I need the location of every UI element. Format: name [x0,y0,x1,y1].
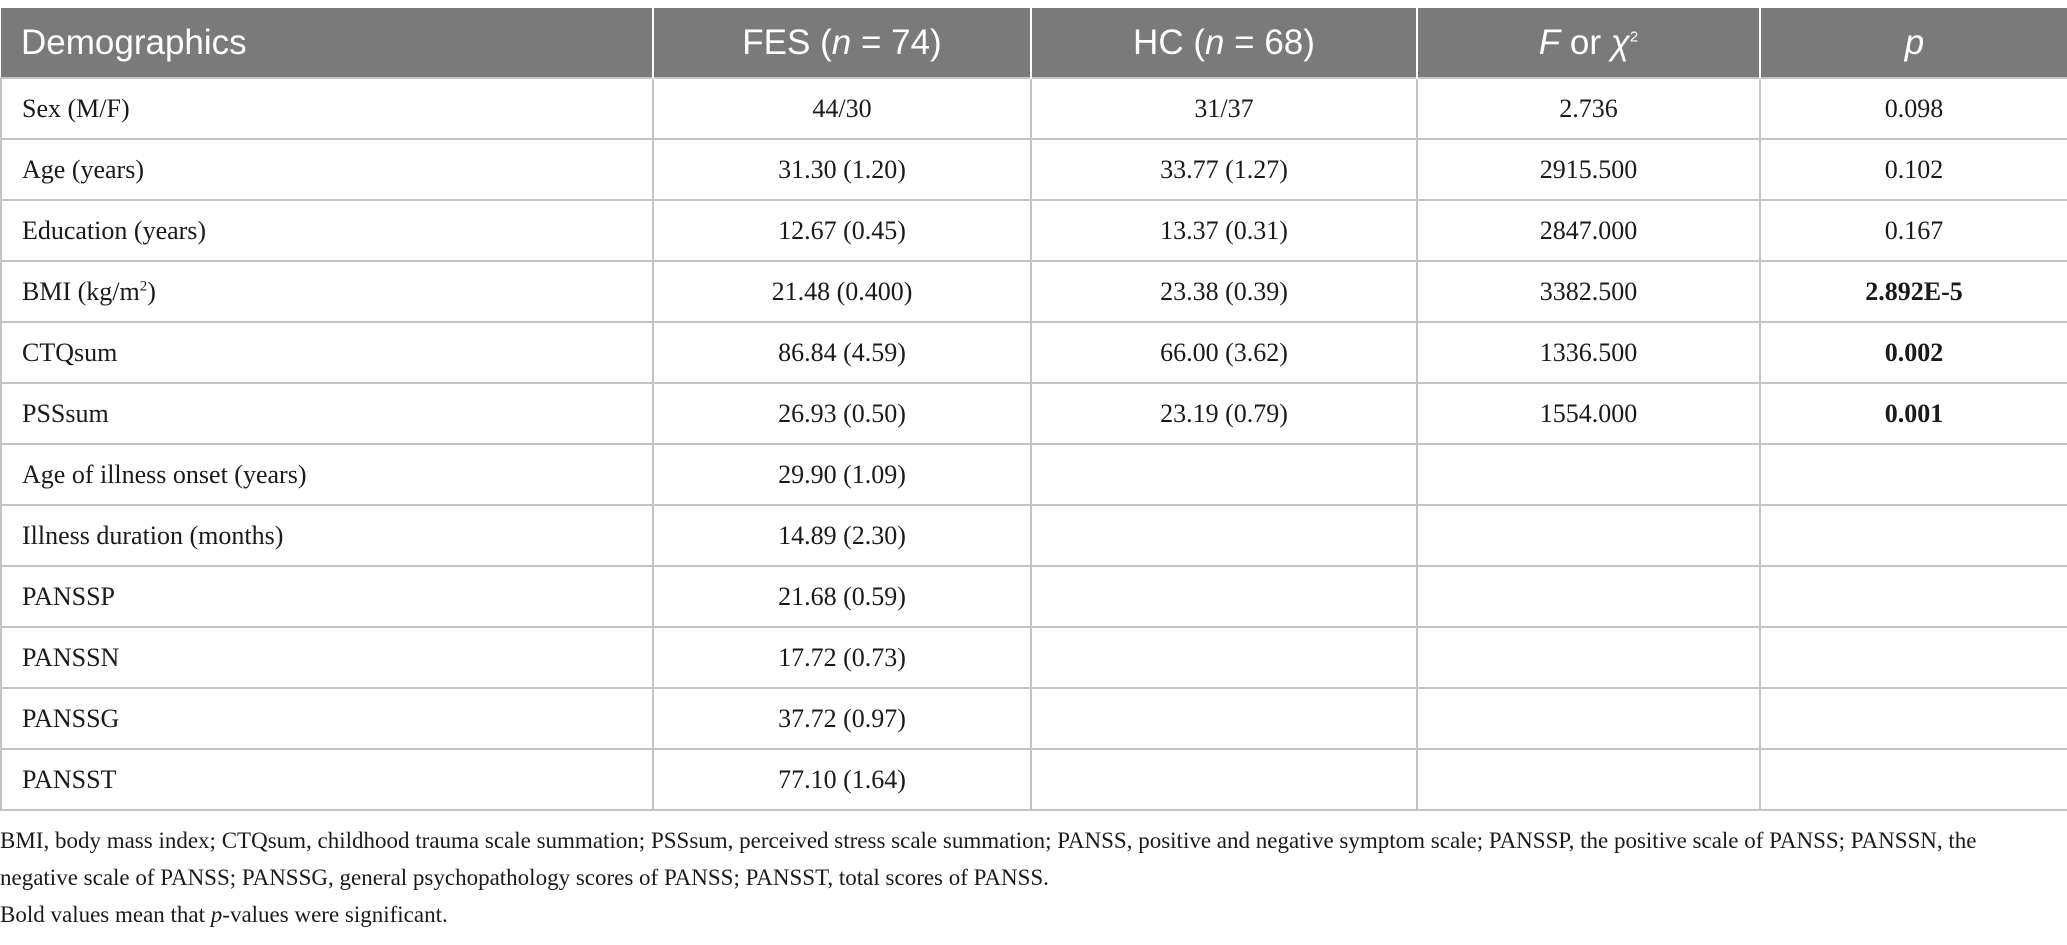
cell-variable: PANSSN [0,626,654,689]
header-hc: HC (n = 68) [1031,8,1418,78]
cell-statistic [1416,626,1761,689]
cell-hc [1030,443,1418,506]
cell-variable: PANSSG [0,687,654,750]
cell-statistic [1416,443,1761,506]
header-fes: FES (n = 74) [653,8,1032,78]
cell-variable: PSSsum [0,382,654,445]
table-row: PANSSP 21.68 (0.59) [0,565,2067,628]
header-demographics: Demographics [1,8,654,78]
cell-variable: Illness duration (months) [0,504,654,567]
table-row: PANSSN 17.72 (0.73) [0,626,2067,689]
cell-variable: Education (years) [0,199,654,262]
header-statistic: F or χ2 [1417,8,1761,78]
cell-statistic [1416,565,1761,628]
cell-fes: 77.10 (1.64) [652,748,1032,811]
cell-fes: 44/30 [652,77,1032,140]
table-row: Education (years) 12.67 (0.45) 13.37 (0.31… [0,199,2067,262]
cell-statistic: 2847.000 [1416,199,1761,262]
cell-p-value [1759,748,2067,811]
cell-p-value [1759,443,2067,506]
cell-p-value [1759,504,2067,567]
cell-variable: PANSSP [0,565,654,628]
table-row: PANSSG 37.72 (0.97) [0,687,2067,750]
cell-fes: 17.72 (0.73) [652,626,1032,689]
cell-hc [1030,626,1418,689]
table-row: CTQsum 86.84 (4.59) 66.00 (3.62) 1336.500 0.… [0,321,2067,384]
cell-statistic [1416,687,1761,750]
cell-variable: Sex (M/F) [0,77,654,140]
cell-fes: 37.72 (0.97) [652,687,1032,750]
cell-hc [1030,504,1418,567]
cell-p-value: 0.002 [1759,321,2067,384]
cell-fes: 21.48 (0.400) [652,260,1032,323]
table-row: PANSST 77.10 (1.64) [0,748,2067,811]
cell-variable: Age (years) [0,138,654,201]
cell-p-value: 0.102 [1759,138,2067,201]
header-row: Demographics FES (n = 74) HC (n = 68) F … [1,8,2067,78]
cell-fes: 21.68 (0.59) [652,565,1032,628]
cell-fes: 14.89 (2.30) [652,504,1032,567]
header-p-value: p [1760,8,2067,78]
cell-variable: PANSST [0,748,654,811]
cell-variable: CTQsum [0,321,654,384]
table-row: Illness duration (months) 14.89 (2.30) [0,504,2067,567]
table-row: Sex (M/F) 44/30 31/37 2.736 0.098 [0,77,2067,140]
cell-p-value [1759,687,2067,750]
cell-fes: 31.30 (1.20) [652,138,1032,201]
cell-statistic: 2.736 [1416,77,1761,140]
cell-p-value: 2.892E-5 [1759,260,2067,323]
cell-hc: 23.38 (0.39) [1030,260,1418,323]
cell-statistic: 2915.500 [1416,138,1761,201]
cell-hc [1030,565,1418,628]
cell-fes: 29.90 (1.09) [652,443,1032,506]
cell-hc: 33.77 (1.27) [1030,138,1418,201]
cell-variable: Age of illness onset (years) [0,443,654,506]
cell-fes: 26.93 (0.50) [652,382,1032,445]
cell-hc: 23.19 (0.79) [1030,382,1418,445]
table-footnotes: BMI, body mass index; CTQsum, childhood … [0,822,2060,933]
cell-p-value: 0.001 [1759,382,2067,445]
demographics-table: Demographics FES (n = 74) HC (n = 68) F … [0,8,2067,811]
cell-variable: BMI (kg/m2) [0,260,654,323]
cell-fes: 12.67 (0.45) [652,199,1032,262]
cell-hc: 13.37 (0.31) [1030,199,1418,262]
table-row: Age of illness onset (years) 29.90 (1.09) [0,443,2067,506]
table-row: BMI (kg/m2) 21.48 (0.400) 23.38 (0.39) 3382… [0,260,2067,323]
cell-statistic [1416,748,1761,811]
cell-hc [1030,748,1418,811]
cell-p-value: 0.098 [1759,77,2067,140]
cell-p-value: 0.167 [1759,199,2067,262]
cell-statistic: 1336.500 [1416,321,1761,384]
cell-statistic: 1554.000 [1416,382,1761,445]
cell-p-value [1759,626,2067,689]
cell-hc [1030,687,1418,750]
cell-p-value [1759,565,2067,628]
demographics-table-container: Demographics FES (n = 74) HC (n = 68) F … [0,8,2067,811]
cell-statistic [1416,504,1761,567]
cell-statistic: 3382.500 [1416,260,1761,323]
cell-hc: 66.00 (3.62) [1030,321,1418,384]
cell-fes: 86.84 (4.59) [652,321,1032,384]
footnote-abbreviations: BMI, body mass index; CTQsum, childhood … [0,828,1977,890]
cell-hc: 31/37 [1030,77,1418,140]
footnote-bold-note: Bold values mean that p-values were sign… [0,902,448,927]
table-row: PSSsum 26.93 (0.50) 23.19 (0.79) 1554.000 0.… [0,382,2067,445]
table-row: Age (years) 31.30 (1.20) 33.77 (1.27) 2915.… [0,138,2067,201]
